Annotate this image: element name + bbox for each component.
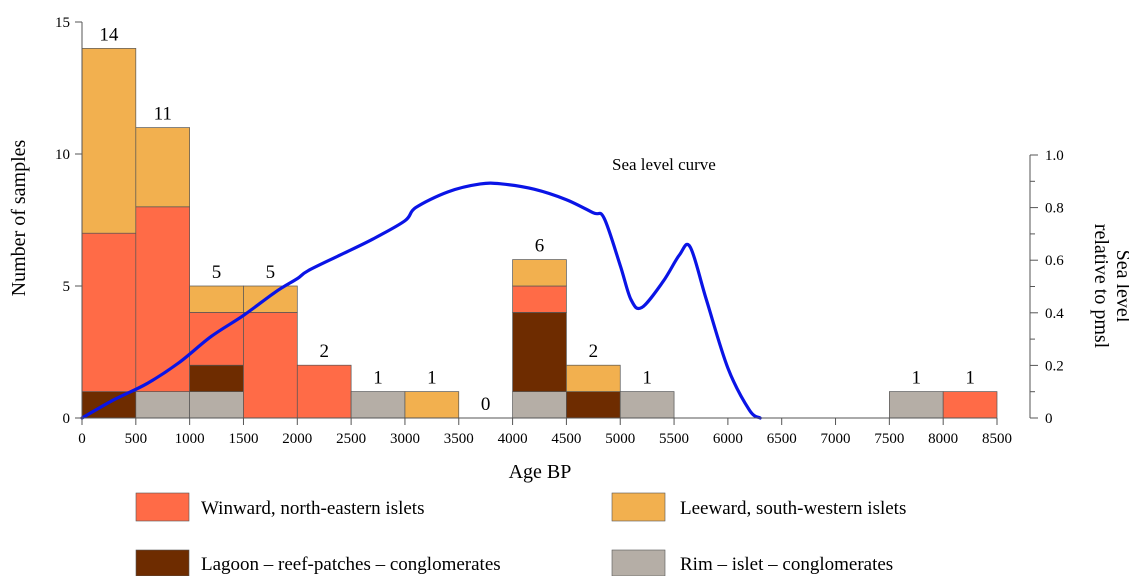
- bar-total-label: 1: [427, 368, 437, 389]
- bar-total-label: 1: [912, 368, 922, 389]
- y2-axis: 0 0.2 0.4 0.6 0.8 1.0: [1029, 148, 1064, 427]
- x-tick-label: 1000: [175, 431, 205, 447]
- bar-segment: [889, 391, 944, 419]
- bar-segment: [512, 285, 567, 313]
- bar-total-label: 0: [481, 394, 491, 415]
- y2-tick-label: 0.6: [1045, 253, 1064, 269]
- y2-tick-label: 1.0: [1045, 148, 1064, 164]
- x-axis-label: Age BP: [509, 461, 572, 483]
- x-tick-label: 4500: [551, 431, 581, 447]
- x-tick-label: 6000: [713, 431, 743, 447]
- y2-tick-label: 0: [1045, 411, 1053, 427]
- y2-tick-label: 0.8: [1045, 201, 1064, 217]
- y2-axis-label-line2: relative to pmsl: [1090, 224, 1112, 349]
- y2-tick-label: 0.4: [1045, 306, 1064, 322]
- legend-label-lagoon: Lagoon – reef-patches – conglomerates: [201, 554, 501, 575]
- bar-segment: [81, 48, 137, 234]
- bar-total-label: 11: [154, 104, 172, 125]
- bar-segment: [189, 391, 244, 419]
- x-tick-label: 6500: [767, 431, 797, 447]
- bar-segment: [135, 206, 190, 392]
- legend-swatch-leeward: [611, 492, 666, 522]
- x-tick-label: 2000: [282, 431, 312, 447]
- legend-label-leeward: Leeward, south-western islets: [680, 498, 906, 519]
- y-axis: 0 5 10 15: [55, 15, 83, 427]
- bars-layer: [81, 48, 998, 419]
- bar-total-label: 5: [212, 262, 222, 283]
- legend-swatch-winward: [135, 492, 190, 522]
- bar-total-label: 1: [965, 368, 975, 389]
- x-axis: 0 500 1000 1500 2000 2500 3000 3500 4000 4500 5000…: [78, 417, 1012, 447]
- bar-total-label: 2: [319, 341, 329, 362]
- bar-total-label: 5: [266, 262, 276, 283]
- bar-segment: [404, 391, 460, 419]
- bar-segment: [566, 391, 621, 419]
- legend-swatch-rim: [611, 549, 666, 576]
- bar-segment: [135, 391, 190, 419]
- bar-total-label: 2: [589, 341, 599, 362]
- y-tick-label: 15: [55, 15, 70, 31]
- x-tick-label: 8000: [928, 431, 958, 447]
- legend-label-winward: Winward, north-eastern islets: [201, 498, 424, 519]
- y-axis-label: Number of samples: [8, 139, 30, 296]
- x-tick-label: 4000: [498, 431, 528, 447]
- legend-swatch-lagoon: [135, 549, 190, 576]
- bar-segment: [135, 127, 190, 208]
- bar-total-label: 1: [373, 368, 383, 389]
- sea-level-curve-line: [80, 181, 762, 420]
- legend-label-rim: Rim – islet – conglomerates: [680, 554, 893, 575]
- y-tick-label: 10: [55, 147, 70, 163]
- bar-segment: [619, 391, 675, 419]
- x-tick-label: 3500: [444, 431, 474, 447]
- x-tick-label: 1500: [228, 431, 258, 447]
- bar-segment: [81, 232, 137, 392]
- bar-segment: [942, 391, 998, 419]
- y-tick-label: 0: [63, 411, 71, 427]
- sea-level-curve-label: Sea level curve: [612, 155, 716, 174]
- legend: Winward, north-eastern islets Leeward, s…: [135, 492, 906, 576]
- bar-segment: [189, 285, 244, 313]
- x-tick-label: 7500: [874, 431, 904, 447]
- y-tick-label: 5: [63, 279, 71, 295]
- bar-segment: [512, 259, 567, 287]
- x-tick-label: 2500: [336, 431, 366, 447]
- x-tick-label: 0: [78, 431, 86, 447]
- x-tick-label: 3000: [390, 431, 420, 447]
- y2-axis-label-line1: Sea level: [1112, 250, 1129, 323]
- x-tick-label: 500: [125, 431, 148, 447]
- bar-segment: [566, 364, 621, 392]
- x-tick-label: 8500: [982, 431, 1012, 447]
- bar-segment: [512, 312, 567, 392]
- bar-total-label: 14: [99, 24, 119, 45]
- bar-segment: [350, 391, 406, 419]
- x-tick-label: 7000: [821, 431, 851, 447]
- x-tick-label: 5000: [605, 431, 635, 447]
- bar-total-label: 6: [535, 236, 545, 257]
- bar-total-label: 1: [642, 368, 652, 389]
- bar-segment: [512, 391, 567, 419]
- x-tick-label: 5500: [659, 431, 689, 447]
- bar-segment: [189, 364, 244, 392]
- bar-segment: [243, 312, 298, 419]
- y2-tick-label: 0.2: [1045, 358, 1064, 374]
- bar-segment: [296, 364, 352, 419]
